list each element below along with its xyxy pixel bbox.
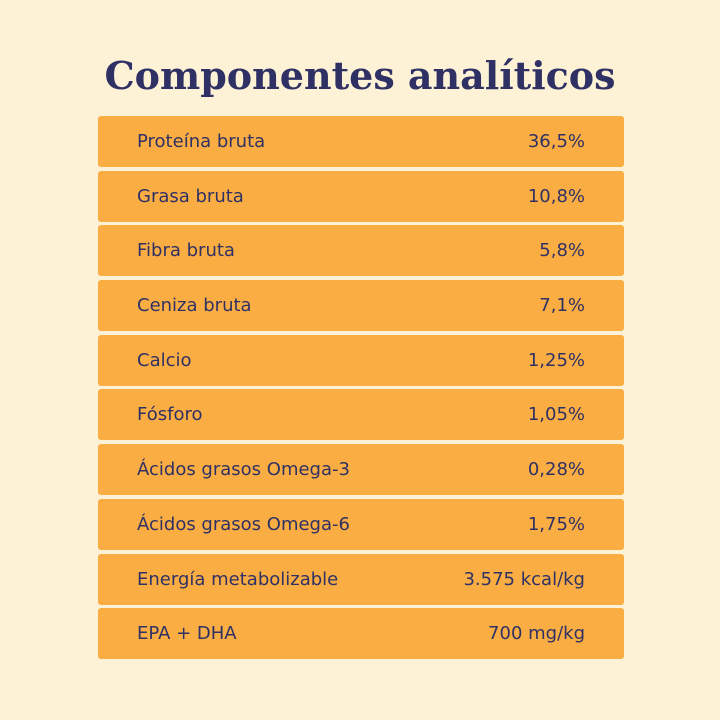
row-label: Energía metabolizable (137, 568, 339, 590)
row-label: Calcio (137, 349, 192, 371)
table-row-grasa: Grasa bruta 10,8% (98, 170, 624, 222)
row-label: Grasa bruta (137, 185, 244, 207)
row-value: 0,28% (527, 459, 585, 481)
page-title: Componentes analíticos (104, 53, 616, 98)
row-value: 3.575 kcal/kg (463, 568, 585, 590)
table-row-ceniza: Ceniza bruta 7,1% (98, 280, 624, 332)
row-label: Fibra bruta (137, 240, 235, 262)
row-value: 10,8% (527, 185, 585, 207)
row-label: Ceniza bruta (137, 295, 252, 317)
row-label: Ácidos grasos Omega-6 (137, 513, 350, 535)
table-row-epa-dha: EPA + DHA 700 mg/kg (98, 608, 624, 660)
table-row-fibra: Fibra bruta 5,8% (98, 225, 624, 277)
table-row-calcio: Calcio 1,25% (98, 334, 624, 386)
row-value: 1,75% (527, 513, 585, 535)
row-value: 5,8% (539, 240, 585, 262)
row-label: EPA + DHA (137, 623, 237, 645)
table-row-omega-3: Ácidos grasos Omega-3 0,28% (98, 444, 624, 496)
row-label: Proteína bruta (137, 131, 266, 152)
table-row-omega-6: Ácidos grasos Omega-6 1,75% (98, 498, 624, 550)
row-value: 7,1% (539, 295, 585, 317)
row-value: 1,05% (527, 404, 585, 426)
analytical-components-table: Proteína bruta 36,5% Grasa bruta 10,8% F… (98, 116, 624, 660)
table-row-fosforo: Fósforo 1,05% (98, 389, 624, 441)
row-value: 36,5% (527, 131, 585, 152)
row-value: 1,25% (527, 349, 585, 371)
row-label: Ácidos grasos Omega-3 (137, 459, 350, 481)
table-row-energia: Energía metabolizable 3.575 kcal/kg (98, 553, 624, 605)
row-label: Fósforo (137, 404, 203, 426)
table-row-proteina: Proteína bruta 36,5% (98, 116, 624, 167)
row-value: 700 mg/kg (488, 623, 585, 645)
